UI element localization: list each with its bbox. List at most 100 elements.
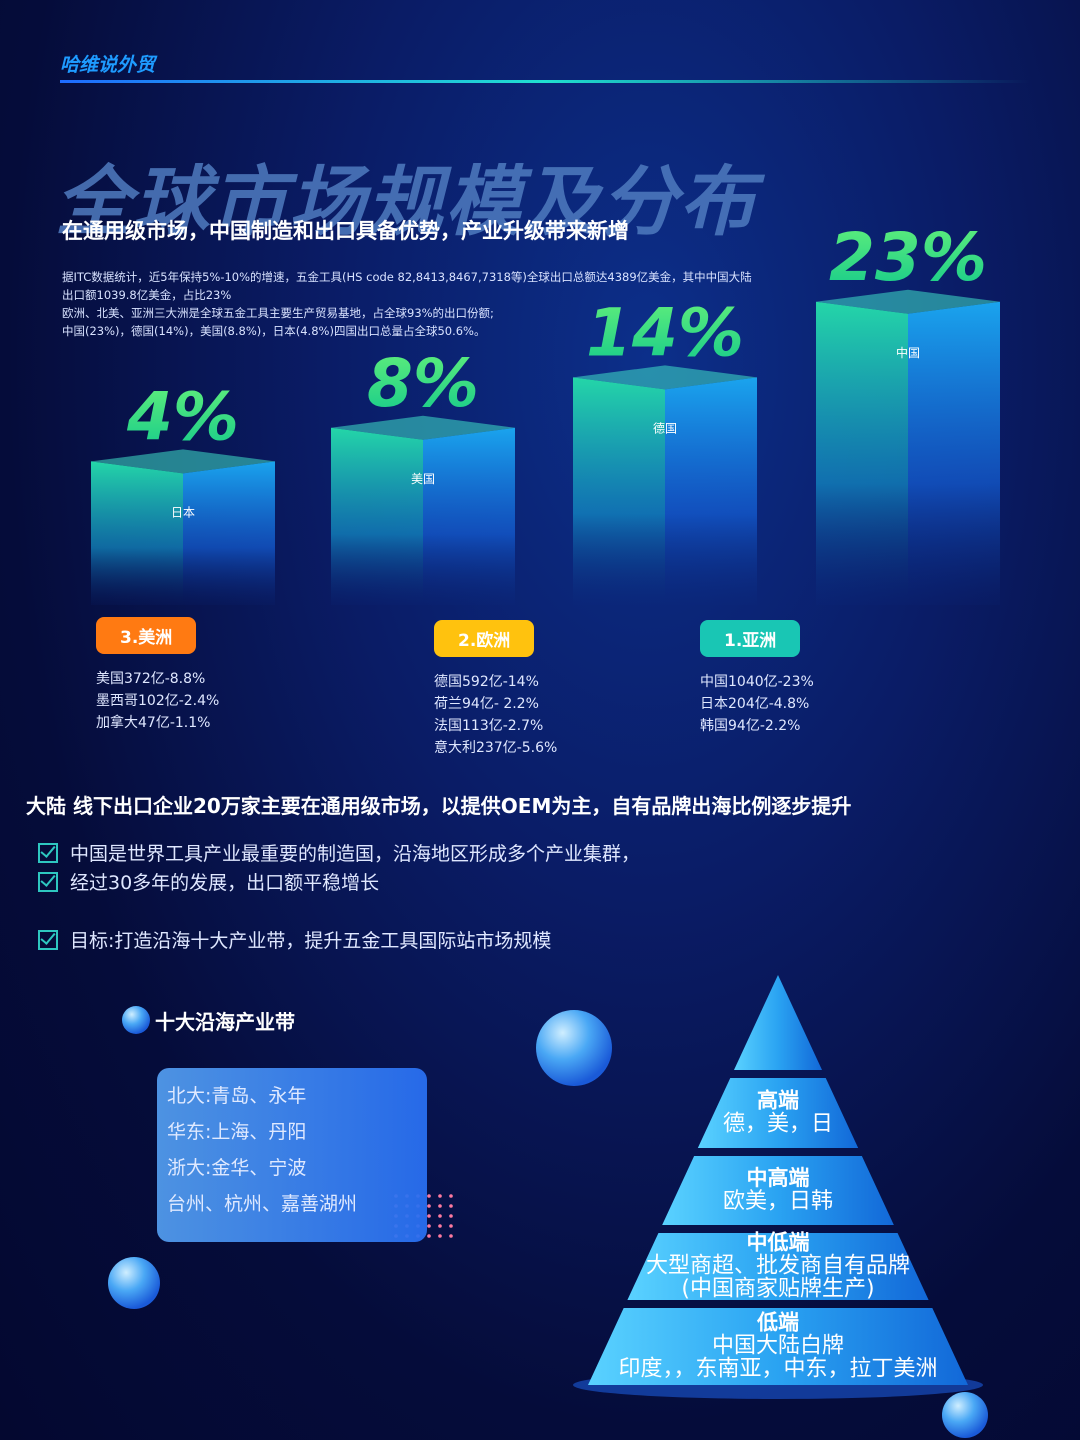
- dot: [449, 1224, 453, 1228]
- checklist: 中国是世界工具产业最重要的制造国，沿海地区形成多个产业集群， 经过30多年的发展，…: [38, 838, 640, 954]
- level-title: 中低端: [747, 1231, 810, 1255]
- cluster-line: 浙大:金华、宁波: [167, 1157, 307, 1179]
- dot: [427, 1214, 431, 1218]
- region-item: 日本204亿-4.8%: [700, 696, 810, 712]
- bar-side: [423, 427, 515, 605]
- clusters-box: 北大:青岛、永年 华东:上海、丹阳 浙大:金华、宁波台州、杭州、嘉善湖州: [157, 1068, 427, 1242]
- bar-front: [816, 301, 908, 605]
- bar-side: [183, 461, 275, 605]
- note: 据ITC数据统计，近5年保持5%-10%的增速，五金工具(HS code 82,…: [62, 270, 752, 302]
- category-label: 德国: [653, 420, 677, 435]
- bar-side: [908, 301, 1000, 605]
- check-text: 中国是世界工具产业最重要的制造国，沿海地区形成多个产业集群，: [70, 843, 641, 865]
- region-item: 加拿大47亿-1.1%: [96, 715, 211, 731]
- level-title: 低端: [756, 1311, 799, 1335]
- note: 中国(23%)，德国(14%)，美国(8.8%)，日本(4.8%)四国出口总量占…: [62, 324, 486, 338]
- title: 全球市场规模及分布: [55, 157, 757, 246]
- bar: [573, 365, 757, 605]
- pyramid-level: [697, 1078, 859, 1148]
- check-item: 目标:打造沿海十大产业带，提升五金工具国际站市场规模: [38, 925, 640, 954]
- region-items: 中国1040亿-23% 日本204亿-4.8% 韩国94亿-2.2%: [700, 671, 814, 737]
- region-item: 韩国94亿-2.2%: [700, 718, 801, 734]
- dot: [427, 1224, 431, 1228]
- region-item: 意大利237亿-5.6%: [434, 740, 558, 756]
- rule: [60, 80, 1030, 83]
- pyramid-tip: [733, 975, 823, 1070]
- dot: [438, 1194, 442, 1198]
- bar-front: [91, 461, 183, 605]
- bar-chart: 4% 日本 8% 美国 14% 德国 23% 中国: [91, 219, 1000, 605]
- region-item: 中国1040亿-23%: [700, 674, 814, 690]
- bar: [331, 415, 515, 605]
- check-text: 经过30多年的发展，出口额平稳增长: [70, 872, 380, 894]
- check-icon: [38, 871, 58, 892]
- dot: [449, 1234, 453, 1238]
- region-items: 德国592亿-14% 荷兰94亿- 2.2% 法国113亿-2.7% 意大利237亿-…: [434, 671, 557, 759]
- bar-side: [665, 377, 757, 605]
- dot: [438, 1214, 442, 1218]
- value-label: 23%: [829, 219, 987, 296]
- value-label: 14%: [586, 294, 744, 371]
- pyramid-level: [588, 1308, 968, 1385]
- bar-front: [331, 427, 423, 605]
- region-item: 美国372亿-8.8%: [96, 671, 206, 687]
- check-item: 中国是世界工具产业最重要的制造国，沿海地区形成多个产业集群，: [38, 838, 640, 867]
- region-item: 法国113亿-2.7%: [434, 718, 544, 734]
- level-title: 高端: [757, 1089, 799, 1113]
- bar-top: [91, 449, 275, 474]
- bar: [91, 449, 275, 605]
- category-label: 日本: [171, 505, 195, 519]
- bullet: [122, 1006, 150, 1034]
- section-heading: 大陆 线下出口企业20万家主要在通用级市场，以提供OEM为主，自有品牌出海比例逐…: [26, 794, 852, 818]
- category-label: 美国: [411, 472, 435, 486]
- sphere: [108, 1257, 160, 1309]
- region: 2.欧洲德国592亿-14% 荷兰94亿- 2.2% 法国113亿-2.7% 意大利2…: [434, 620, 557, 759]
- level-line: (中国商家贴牌生产): [681, 1277, 874, 1302]
- bar-top: [816, 289, 1000, 314]
- category-label: 中国: [896, 345, 920, 360]
- dot: [438, 1234, 442, 1238]
- dot: [449, 1214, 453, 1218]
- brand: 哈维说外贸: [60, 54, 156, 76]
- region-item: 荷兰94亿- 2.2%: [434, 696, 539, 712]
- cluster-line: 华东:上海、丹阳: [167, 1121, 307, 1143]
- check-icon: [38, 929, 58, 950]
- check-text: 目标:打造沿海十大产业带，提升五金工具国际站市场规模: [70, 930, 552, 952]
- value-label: 4%: [126, 378, 239, 455]
- level-title: 中高端: [747, 1166, 810, 1190]
- pyramid-level: [662, 1156, 894, 1225]
- sphere: [536, 1010, 612, 1086]
- check-item: 经过30多年的发展，出口额平稳增长: [38, 867, 640, 896]
- bar-top: [331, 415, 515, 440]
- bar-front: [573, 377, 665, 605]
- dot: [427, 1234, 431, 1238]
- dot: [427, 1204, 431, 1208]
- region-tag: 2.欧洲: [434, 620, 535, 657]
- region-tag: 3.美洲: [96, 617, 197, 654]
- dot: [449, 1194, 453, 1198]
- dot: [427, 1194, 431, 1198]
- level-line: 德，美，日: [723, 1112, 833, 1137]
- region-tag: 1.亚洲: [700, 620, 801, 657]
- value-label: 8%: [367, 345, 479, 422]
- region: 3.美洲美国372亿-8.8% 墨西哥102亿-2.4% 加拿大47亿-1.1%: [96, 617, 219, 734]
- bar-top: [573, 365, 757, 390]
- sphere: [942, 1392, 988, 1438]
- cluster-line: 北大:青岛、永年: [167, 1085, 307, 1107]
- region-item: 德国592亿-14%: [434, 674, 539, 690]
- region-item: 墨西哥102亿-2.4%: [96, 693, 220, 709]
- check-icon: [38, 842, 58, 863]
- level-line: 中国大陆白牌: [712, 1334, 844, 1359]
- subtitle: 在通用级市场，中国制造和出口具备优势，产业升级带来新增: [62, 219, 629, 243]
- dot: [449, 1204, 453, 1208]
- pyramid-level: [627, 1233, 929, 1300]
- level-line: 欧美，日韩: [723, 1189, 833, 1214]
- level-line: 大型商超、批发商自有品牌: [646, 1254, 910, 1279]
- dot: [438, 1224, 442, 1228]
- note: 欧洲、北美、亚洲三大洲是全球五金工具主要生产贸易基地，占全球93%的出口份额;: [62, 306, 494, 320]
- dot: [438, 1204, 442, 1208]
- cluster-line: 台州、杭州、嘉善湖州: [167, 1193, 358, 1215]
- region-items: 美国372亿-8.8% 墨西哥102亿-2.4% 加拿大47亿-1.1%: [96, 668, 219, 734]
